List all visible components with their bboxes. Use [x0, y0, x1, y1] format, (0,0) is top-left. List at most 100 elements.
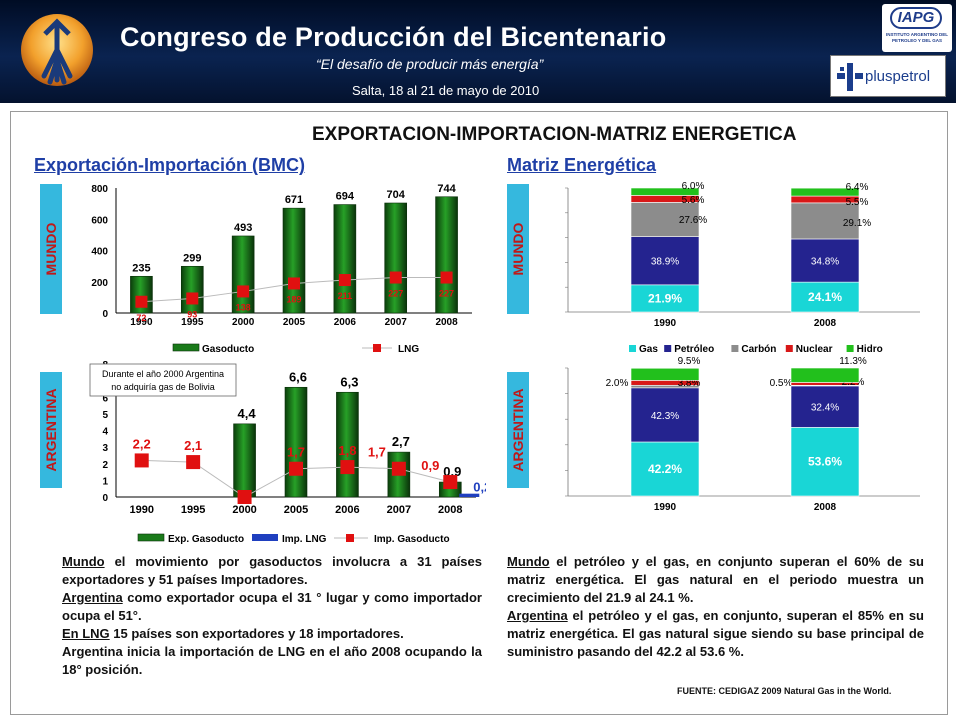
congress-logo-icon: [21, 14, 93, 86]
imp-gasoducto-marker: [237, 490, 252, 504]
imp-lng-value-label: 0,2: [473, 480, 486, 495]
lng-marker: [186, 292, 199, 305]
content-frame: [10, 111, 948, 715]
y-tick-label: 2: [102, 460, 108, 471]
legend-petróleo-swatch: [664, 345, 672, 352]
y-tick-label: 600: [91, 215, 108, 226]
legend-exp-gasoducto-label: Exp. Gasoducto: [168, 534, 244, 545]
y-tick-label: 3: [102, 443, 108, 454]
x-tick-label: 2007: [387, 504, 411, 516]
x-tick-label: 2006: [334, 317, 357, 328]
petróleo-segment: [790, 238, 860, 283]
conference-subtitle: “El desafío de producir más energía”: [316, 56, 544, 72]
petróleo-segment: [630, 236, 700, 286]
y-tick-label: 800: [91, 184, 108, 195]
carbón-value-label: 0.5%: [770, 378, 793, 389]
carbón-value-label: 27.6%: [679, 215, 707, 226]
gas-segment: [630, 284, 700, 313]
mundo-side-label: MUNDO: [40, 184, 62, 314]
lng-value-label: 211: [338, 291, 353, 301]
annotation-line-2: no adquiría gas de Bolivia: [111, 382, 215, 392]
imp-gasoducto-marker: [443, 475, 458, 490]
y-tick-label: 200: [91, 278, 108, 289]
legend-nuclear-label: Nuclear: [796, 344, 833, 355]
petróleo-value-label: 38.9%: [651, 257, 679, 268]
hidro-segment: [790, 187, 860, 197]
legend-gas-label: Gas: [639, 344, 658, 355]
nuclear-value-label: 5.6%: [682, 195, 705, 206]
pluspetrol-wordmark: pluspetrol: [865, 68, 931, 85]
text-paragraph: Argentina el petróleo y el gas, en conju…: [507, 608, 924, 659]
iapg-logo-text: INSTITUTO ARGENTINO DEL PETROLEO Y DEL G…: [885, 32, 948, 43]
legend-gasoducto-label: Gasoducto: [202, 344, 254, 355]
gas-segment: [790, 281, 860, 313]
annotation-line-1: Durante el año 2000 Argentina: [102, 369, 224, 379]
petróleo-value-label: 32.4%: [811, 403, 839, 414]
text-paragraph: Mundo el movimiento por gasoductos invol…: [62, 554, 482, 587]
petróleo-value-label: 42.3%: [651, 411, 679, 422]
x-tick-label: 2000: [232, 317, 255, 328]
x-tick-label: 1995: [181, 504, 205, 516]
legend-gasoducto-swatch: [172, 343, 200, 352]
legend-nuclear-swatch: [785, 345, 793, 352]
lng-value-label: 227: [439, 289, 454, 299]
lng-value-label: 227: [388, 289, 403, 299]
pluspetrol-logo: pluspetrol: [830, 55, 946, 97]
gasoducto-bar: [435, 196, 458, 314]
imp-gasoducto-value-label: 1,7: [368, 445, 386, 460]
hidro-value-label: 6.4%: [846, 182, 869, 193]
y-tick-label: 6: [102, 393, 108, 404]
lng-value-label: 138: [236, 302, 251, 312]
text-paragraph: Mundo el petróleo y el gas, en conjunto …: [507, 554, 924, 605]
lng-value-label: 93: [187, 309, 197, 319]
legend-hidro-swatch: [846, 345, 854, 352]
hidro-segment: [790, 367, 860, 383]
y-tick-label: 1: [102, 476, 108, 487]
hidro-segment: [630, 367, 700, 381]
x-tick-label: 1990: [129, 504, 153, 516]
exp-gasoducto-value-label: 4,4: [238, 406, 257, 421]
imp-gasoducto-marker: [340, 460, 355, 475]
gas-segment: [790, 427, 860, 497]
argentina-side-label-right: ARGENTINA: [507, 372, 529, 488]
lng-value-label: 189: [286, 294, 301, 304]
nuclear-value-label: 5.5%: [846, 197, 869, 208]
source-note: FUENTE: CEDIGAZ 2009 Natural Gas in the …: [677, 686, 892, 696]
text-paragraph: Argentina inicia la importación de LNG e…: [62, 644, 482, 677]
imp-gasoducto-value-label: 2,1: [184, 438, 202, 453]
petróleo-segment: [790, 385, 860, 428]
conference-date: Salta, 18 al 21 de mayo de 2010: [352, 83, 540, 98]
legend-petróleo-label: Petróleo: [674, 344, 714, 355]
x-tick-label: 2006: [335, 504, 359, 516]
legend-imp-gasoducto-label: Imp. Gasoducto: [374, 534, 450, 545]
gasoducto-value-label: 493: [234, 222, 252, 234]
argentina-exp-imp-chart: 012345678199019954,420006,620056,320062,…: [89, 360, 486, 545]
carbón-segment: [790, 202, 860, 240]
matriz-section-title: Matriz Energética: [507, 155, 657, 175]
gas-segment: [630, 441, 700, 497]
imp-gasoducto-marker: [134, 453, 149, 468]
gasoducto-value-label: 235: [132, 262, 150, 274]
x-tick-label: 2008: [435, 317, 458, 328]
y-tick-label: 0: [102, 493, 108, 504]
x-tick-label: 2005: [284, 504, 308, 516]
exp-gasoducto-bar: [233, 423, 256, 498]
gasoducto-bar: [180, 265, 204, 314]
hidro-value-label: 9.5%: [678, 356, 701, 367]
x-tick-label: 1990: [654, 502, 677, 513]
argentina-side-label: ARGENTINA: [40, 372, 62, 488]
x-tick-label: 2008: [438, 504, 462, 516]
imp-lng-bar: [459, 493, 480, 497]
legend-imp-gasoducto-marker: [346, 534, 354, 542]
hidro-value-label: 6.0%: [682, 181, 705, 192]
gasoducto-bar: [384, 202, 408, 314]
imp-gasoducto-value-label: 1,7: [287, 445, 305, 460]
lng-marker: [389, 271, 402, 284]
lng-value-label: 72: [136, 313, 146, 323]
legend-imp-lng-swatch: [252, 534, 278, 541]
header-banner: Congreso de Producción del Bicentenario …: [0, 0, 956, 103]
legend-gas-swatch: [629, 345, 636, 352]
lng-marker: [237, 285, 250, 298]
gasoducto-value-label: 704: [387, 189, 406, 201]
x-tick-label: 2000: [232, 504, 256, 516]
